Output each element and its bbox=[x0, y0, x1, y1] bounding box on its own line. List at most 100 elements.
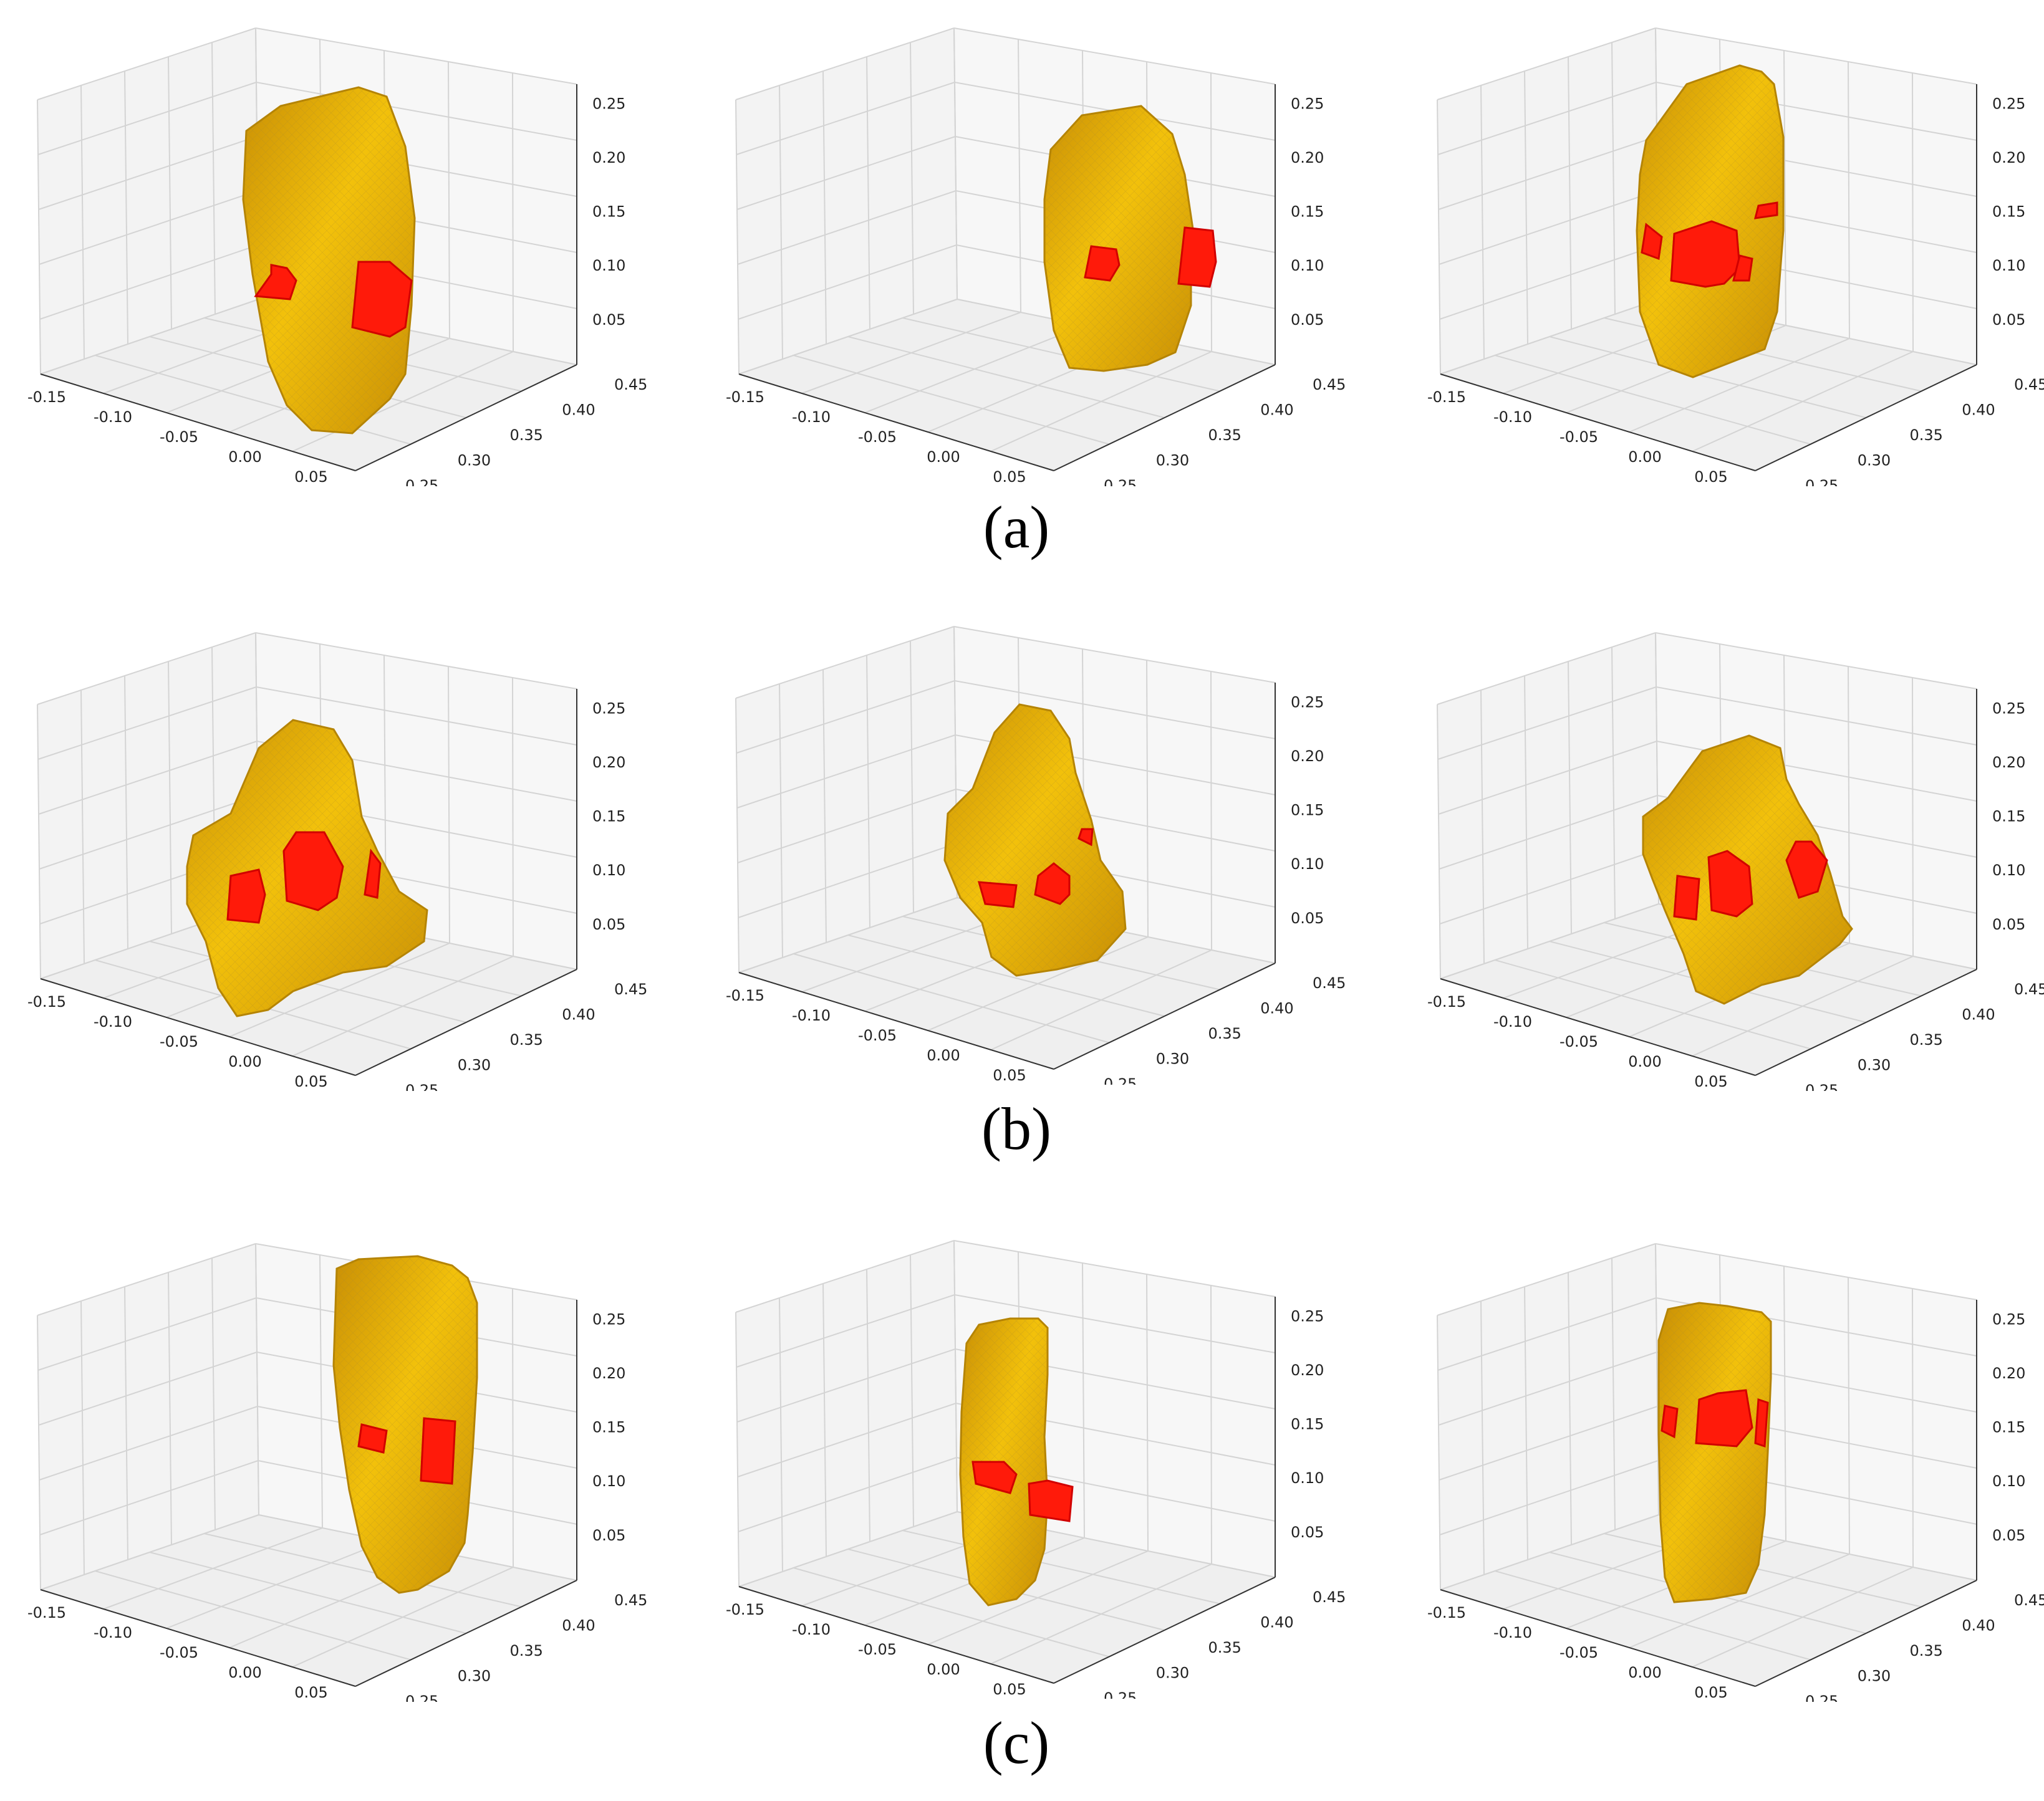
contact-patch bbox=[1084, 245, 1121, 282]
gridline bbox=[736, 1348, 956, 1423]
gridline bbox=[737, 190, 957, 265]
z-tick-label: 0.10 bbox=[592, 1472, 625, 1490]
y-tick-label: 0.30 bbox=[1156, 1664, 1189, 1682]
gridline bbox=[1912, 677, 1914, 957]
gridline bbox=[1437, 632, 1656, 705]
gridline bbox=[80, 1300, 85, 1575]
gridline bbox=[779, 683, 783, 958]
x-tick-label: -0.15 bbox=[726, 1601, 764, 1618]
x-tick-label: 0.00 bbox=[1628, 1664, 1661, 1681]
gridline bbox=[1437, 1315, 1441, 1590]
gridline bbox=[910, 1254, 914, 1527]
contact-patch bbox=[357, 1423, 388, 1454]
gridline bbox=[39, 795, 258, 870]
y-axis-line bbox=[1053, 963, 1276, 1070]
gridline bbox=[1439, 1406, 1658, 1481]
gridline bbox=[168, 56, 172, 330]
plot-a1: -0.15 -0.10 -0.05 0.00 0.05 0.10 0.25 0.30 0.35 0… bbox=[12, 12, 667, 486]
gridline bbox=[1655, 1243, 1977, 1300]
gridline bbox=[37, 99, 41, 375]
gridline bbox=[1495, 1570, 1811, 1661]
gridline bbox=[1783, 1266, 1786, 1542]
contact-patch bbox=[254, 264, 297, 300]
x-tick-label: -0.15 bbox=[726, 987, 764, 1004]
gridline bbox=[1848, 1277, 1850, 1555]
gridline bbox=[95, 355, 412, 445]
gridline bbox=[149, 1552, 466, 1634]
z-tick-label: 0.15 bbox=[1992, 203, 2025, 221]
plot-c1: -0.15 -0.10 -0.05 0.00 0.05 0.10 0.25 0.30 0.35 0… bbox=[12, 1228, 667, 1702]
y-tick-label: 0.30 bbox=[1156, 452, 1189, 469]
gridline bbox=[124, 675, 128, 949]
z-tick-label: 0.10 bbox=[1992, 1472, 2025, 1490]
gridline bbox=[1611, 1257, 1616, 1530]
gridline bbox=[168, 1272, 172, 1545]
gridline bbox=[735, 626, 955, 699]
gridline bbox=[37, 1315, 41, 1590]
gridline bbox=[1439, 795, 1658, 870]
gridline bbox=[1439, 190, 1658, 265]
x-tick-label: 0.00 bbox=[1628, 1053, 1661, 1070]
x-tick-label: 0.05 bbox=[993, 468, 1026, 486]
gridline bbox=[793, 355, 1110, 445]
pane-left bbox=[1437, 633, 1659, 979]
y-tick-label: 0.35 bbox=[1910, 1642, 1943, 1659]
y-axis-line bbox=[1755, 1580, 1977, 1687]
gridline bbox=[37, 704, 41, 979]
gridline bbox=[736, 734, 956, 809]
z-tick-label: 0.05 bbox=[1291, 910, 1324, 927]
caption-b: (b) bbox=[981, 1095, 1051, 1162]
y-tick-label: 0.35 bbox=[1910, 426, 1943, 444]
y-tick-label: 0.45 bbox=[1313, 974, 1346, 992]
y-axis-line bbox=[1755, 969, 1977, 1076]
gridline bbox=[735, 99, 740, 375]
x-tick-label: -0.10 bbox=[1493, 408, 1532, 426]
contact-patch bbox=[1177, 226, 1217, 288]
y-tick-label: 0.40 bbox=[1962, 1006, 1995, 1024]
gridline bbox=[793, 1567, 1110, 1658]
z-tick-label: 0.15 bbox=[592, 203, 625, 221]
gridline bbox=[902, 317, 1220, 392]
caption-a: (a) bbox=[983, 494, 1050, 560]
y-tick-label: 0.30 bbox=[458, 452, 491, 469]
gridline bbox=[1655, 27, 1977, 85]
x-tick-label: 0.00 bbox=[927, 1661, 960, 1678]
gridline bbox=[735, 27, 955, 100]
z-tick-label: 0.25 bbox=[592, 700, 625, 718]
gridline bbox=[1848, 666, 1850, 944]
plot-c2: -0.15 -0.10 -0.05 0.00 0.05 0.10 0.25 0.30 0.35 0… bbox=[711, 1225, 1366, 1699]
gridline bbox=[1437, 99, 1441, 375]
gridline bbox=[1912, 1288, 1914, 1568]
object-mesh bbox=[1044, 106, 1194, 371]
gridline bbox=[1210, 1285, 1212, 1565]
object-mesh bbox=[945, 704, 1126, 976]
y-tick-label: 0.35 bbox=[1208, 1025, 1241, 1042]
y-axis-line bbox=[355, 969, 577, 1076]
z-tick-label: 0.20 bbox=[1992, 149, 2025, 166]
gridline bbox=[953, 626, 1276, 683]
axes3d: -0.15 -0.10 -0.05 0.00 0.05 0.10 0.25 0.30 0.35 0… bbox=[1427, 1243, 2044, 1702]
pane-left bbox=[736, 627, 957, 973]
x-tick-label: -0.10 bbox=[94, 1624, 132, 1641]
axes3d: -0.15 -0.10 -0.05 0.00 0.05 0.10 0.25 0.30 0.35 0… bbox=[1427, 27, 2044, 486]
gridline bbox=[1438, 741, 1657, 815]
gridline bbox=[1655, 632, 1977, 689]
y-tick-label: 0.25 bbox=[1104, 477, 1137, 486]
z-tick-label: 0.20 bbox=[592, 754, 625, 771]
gridline bbox=[738, 1457, 957, 1532]
x-tick-label: -0.15 bbox=[1427, 1604, 1466, 1621]
z-tick-label: 0.10 bbox=[1291, 1469, 1324, 1487]
x-tick-label: 0.05 bbox=[294, 1684, 327, 1701]
gridline bbox=[1437, 1297, 1657, 1371]
gridline bbox=[954, 680, 1276, 739]
x-tick-label: 0.05 bbox=[1694, 468, 1727, 486]
pane-left bbox=[1437, 28, 1659, 374]
x-tick-label: 0.00 bbox=[927, 448, 960, 466]
z-tick-label: 0.15 bbox=[1291, 802, 1324, 819]
gridline bbox=[822, 1283, 827, 1557]
caption-c: (c) bbox=[983, 1709, 1050, 1776]
y-tick-label: 0.40 bbox=[562, 1006, 595, 1024]
gridline bbox=[255, 1243, 259, 1515]
object-mesh bbox=[334, 1256, 477, 1593]
contact-patch bbox=[1785, 840, 1828, 899]
